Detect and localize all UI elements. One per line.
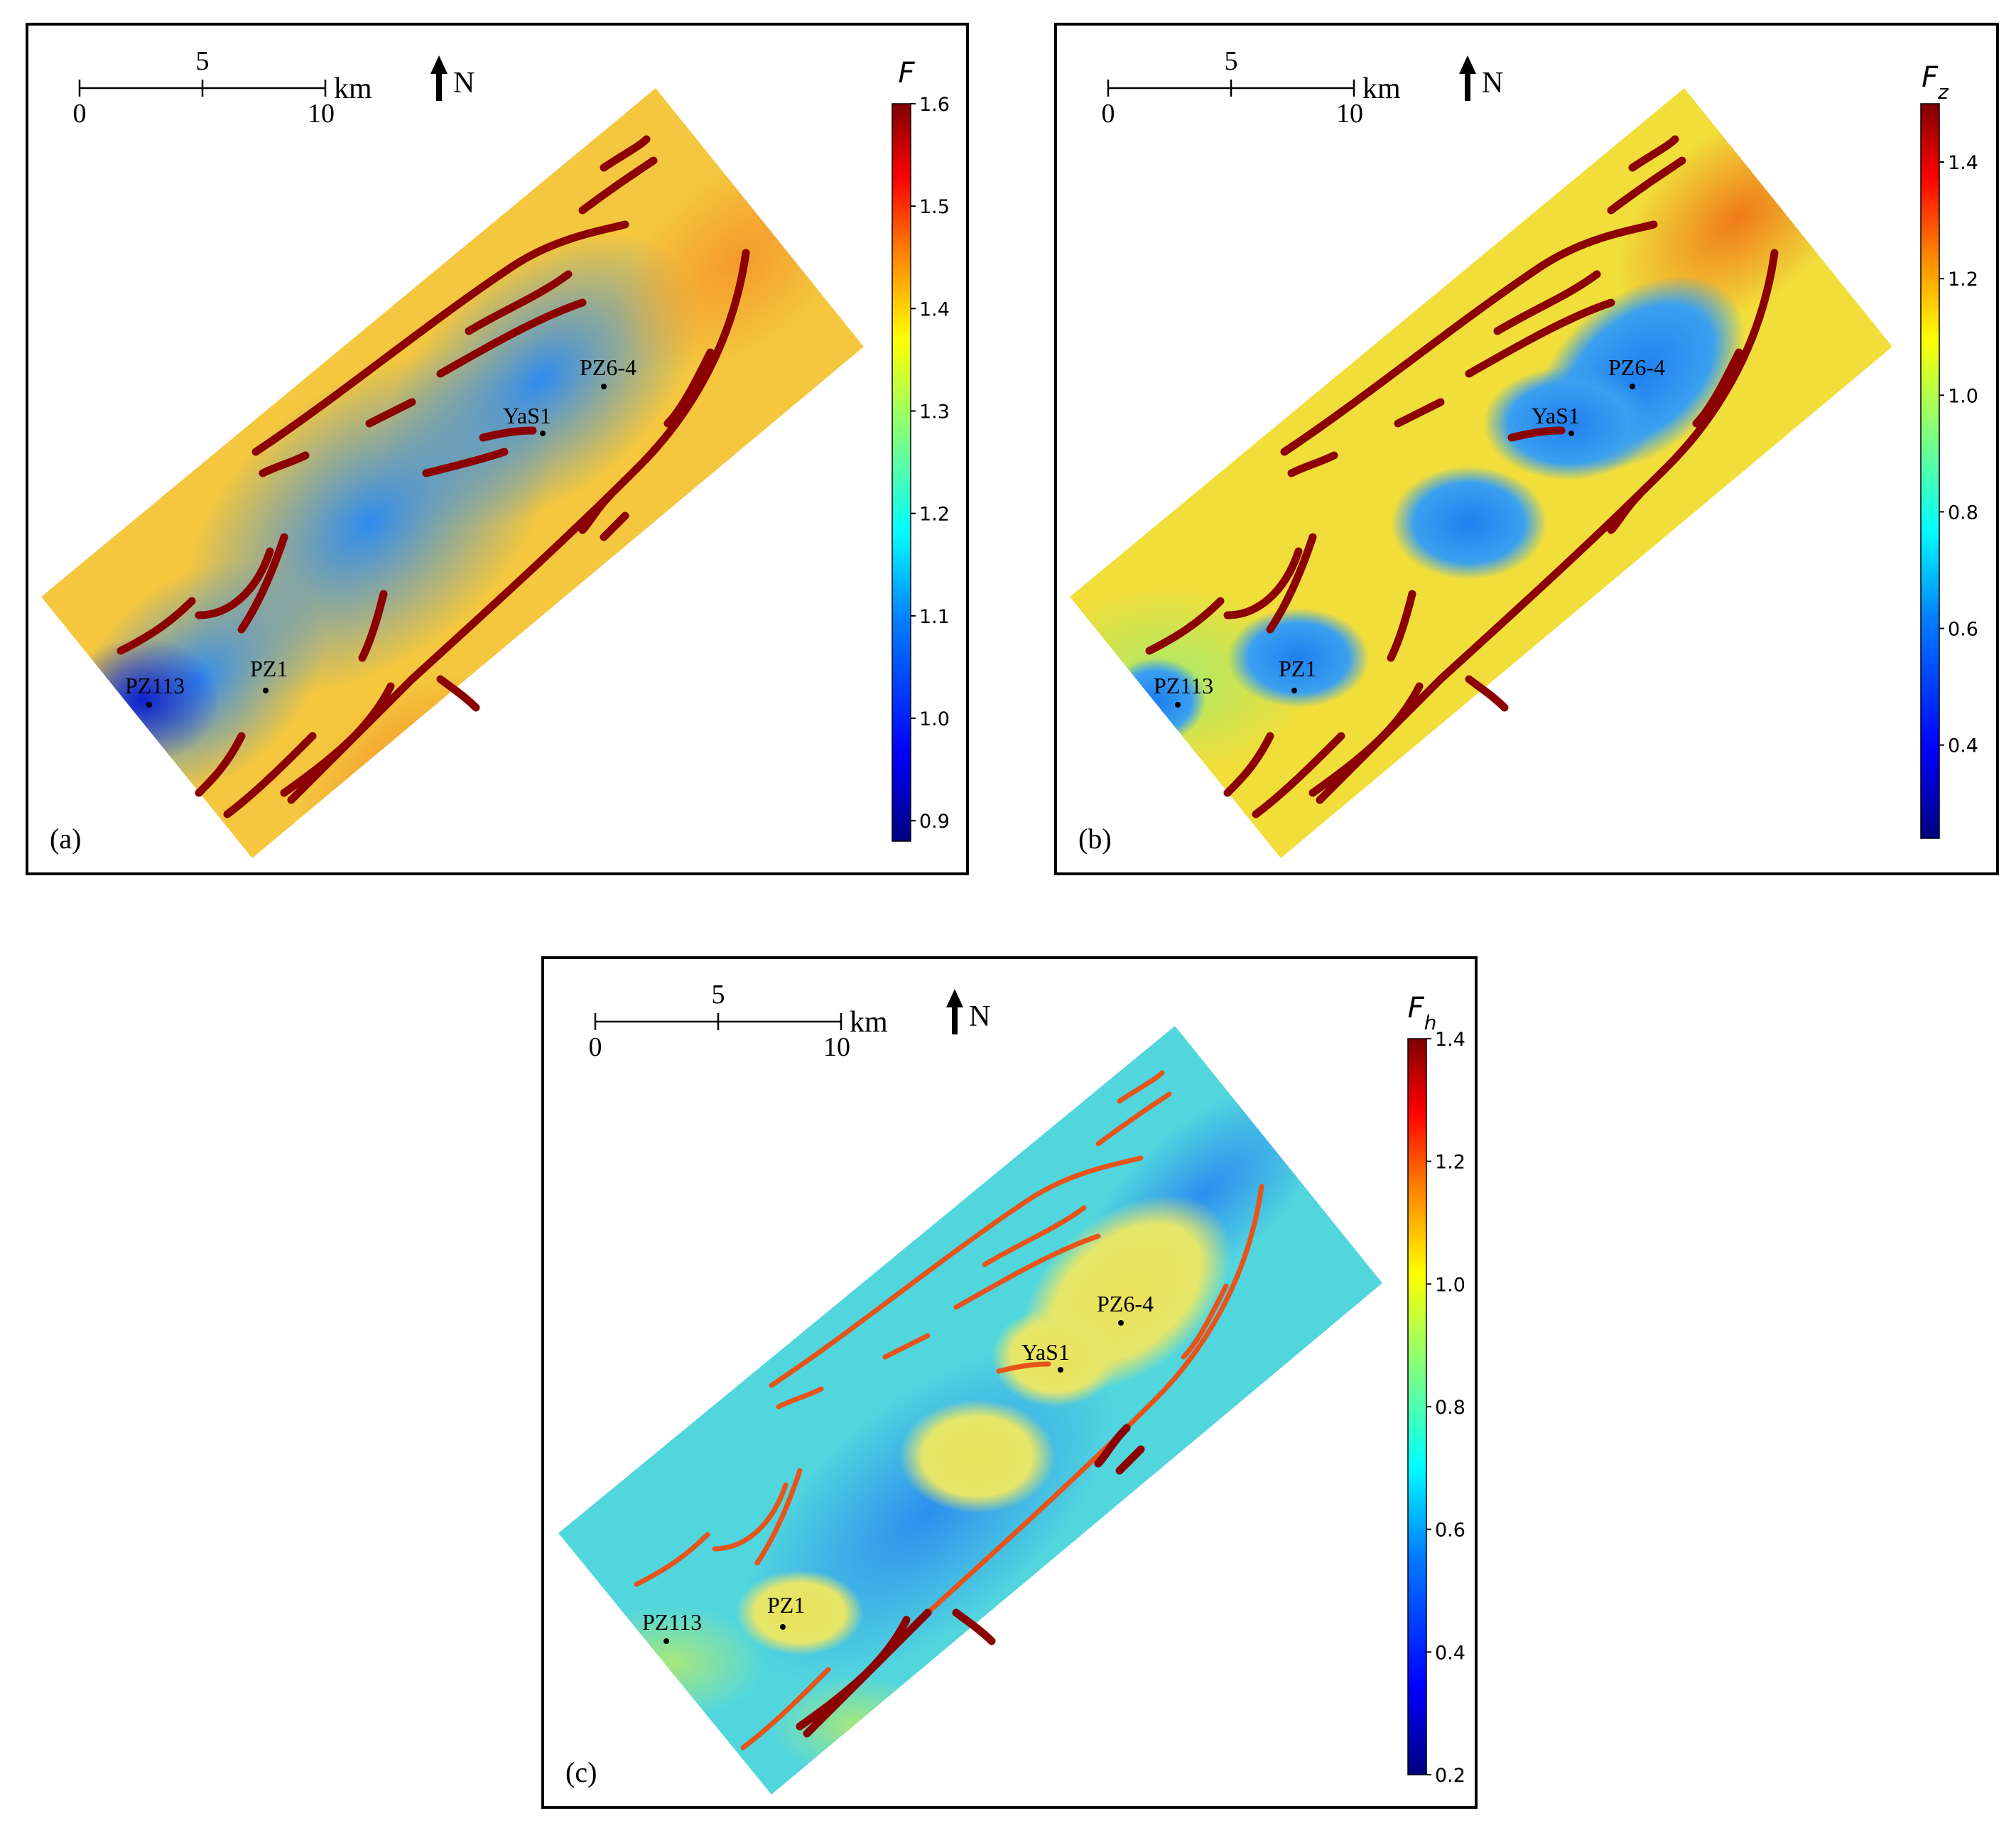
colorbar-tick-label: 0.9 (919, 811, 950, 833)
map-panel-c: 5 0 10 km N PZ6-4 YaS1 PZ1 PZ113 Fh 1.4 1… (541, 956, 1478, 1809)
fault-lines-c (634, 1070, 1264, 1751)
wells-c: PZ6-4 YaS1 PZ1 PZ113 (642, 1291, 1154, 1644)
colorbar-tick-label: 0.8 (1948, 502, 1978, 524)
colorbar-ticks-c: 1.4 1.2 1.0 0.8 0.6 0.4 0.2 (1426, 1029, 1465, 1787)
wells-b: PZ6-4 YaS1 PZ1 PZ113 (1154, 355, 1665, 708)
colorbar-ticks-a: 1.6 1.5 1.4 1.3 1.2 1.1 1.0 0.9 (911, 94, 950, 833)
scale-label-mid: 5 (712, 980, 725, 1010)
velocity-map-a (41, 88, 864, 858)
colorbar-tick-label: 0.6 (1948, 619, 1978, 641)
colorbar-title: Fz (1922, 61, 1949, 104)
scale-label-end: 10 (1336, 99, 1363, 129)
colorbar-tick-label: 1.2 (1948, 269, 1978, 291)
scale-unit: km (1362, 72, 1401, 105)
colorbar-tick-label: 1.4 (1435, 1029, 1465, 1051)
velocity-map-b (1070, 88, 1892, 858)
colorbar-tick-label: 1.0 (919, 708, 950, 730)
map-canvas-c: 5 0 10 km N PZ6-4 YaS1 PZ1 PZ113 Fh 1.41… (558, 980, 1465, 1795)
well-marker (1291, 688, 1297, 693)
well-label: PZ113 (125, 673, 185, 698)
colorbar-tick-label: 0.4 (1948, 735, 1978, 757)
well-marker (1568, 431, 1574, 436)
well-marker (601, 384, 607, 389)
scale-label-zero: 0 (73, 99, 87, 129)
well-marker (146, 702, 152, 708)
panel-label: (c) (565, 1756, 597, 1788)
well-label: YaS1 (1021, 1339, 1070, 1365)
fault-lines-b (1145, 135, 1779, 818)
fault-lines-a (116, 135, 750, 818)
well-label: PZ1 (1279, 656, 1316, 681)
colorbar-ticks-b: 1.4 1.2 1.0 0.8 0.6 0.4 (1939, 152, 1978, 757)
scale-label-zero: 0 (1102, 99, 1115, 129)
scale-unit: km (334, 72, 372, 105)
panel-label: (a) (50, 823, 81, 855)
colorbar-tick-label: 1.0 (1948, 385, 1978, 407)
well-marker (1175, 702, 1181, 708)
colorbar-tick-label: 0.4 (1435, 1642, 1465, 1664)
scale-bar-c (594, 1013, 842, 1030)
scale-label-mid: 5 (196, 46, 210, 76)
colorbar-b (1920, 103, 1940, 839)
colorbar-c (1407, 1038, 1427, 1775)
colorbar-tick-label: 1.3 (919, 401, 950, 423)
scale-bar-a (78, 80, 327, 97)
colorbar-title: Fh (1408, 992, 1437, 1034)
wells-a: PZ6-4 YaS1 PZ1 PZ113 (125, 355, 636, 708)
well-label: YaS1 (503, 403, 551, 428)
well-marker (1058, 1367, 1063, 1373)
well-marker (1118, 1320, 1124, 1326)
north-label: N (1482, 67, 1503, 99)
velocity-map-c (558, 1026, 1382, 1795)
colorbar-tick-label: 0.2 (1435, 1765, 1465, 1787)
scale-label-end: 10 (823, 1032, 850, 1062)
scale-label-mid: 5 (1225, 46, 1238, 76)
scale-bar-b (1107, 80, 1355, 97)
panel-label: (b) (1078, 823, 1112, 855)
colorbar-tick-label: 0.6 (1435, 1520, 1465, 1542)
well-marker (1630, 384, 1635, 389)
colorbar-tick-label: 1.2 (1435, 1152, 1465, 1174)
north-label: N (453, 67, 475, 99)
well-label: PZ6-4 (1608, 355, 1665, 380)
map-panel-b: 5 0 10 km N PZ6-4 YaS1 PZ1 PZ113 Fz 1.4 1… (1054, 23, 1999, 875)
map-panel-a: 5 0 10 km N PZ6-4 YaS1 PZ1 PZ113 F 1.6 1.… (26, 23, 969, 875)
well-label: PZ1 (250, 656, 288, 681)
well-marker (780, 1624, 786, 1630)
well-marker (263, 688, 269, 693)
colorbar-tick-label: 1.2 (919, 504, 950, 526)
well-label: PZ6-4 (580, 355, 636, 380)
well-label: YaS1 (1532, 403, 1580, 428)
colorbar-tick-label: 1.4 (1948, 152, 1978, 174)
scale-label-end: 10 (308, 99, 335, 129)
colorbar-tick-label: 1.4 (919, 298, 950, 320)
colorbar-a (892, 103, 911, 842)
colorbar-tick-label: 0.8 (1435, 1397, 1465, 1419)
map-canvas-b: 5 0 10 km N PZ6-4 YaS1 PZ1 PZ113 Fz 1.41… (1070, 46, 1978, 858)
map-canvas-a: 5 0 10 km N PZ6-4 YaS1 PZ1 PZ113 F 1.61.… (41, 46, 950, 858)
scale-label-zero: 0 (589, 1032, 602, 1062)
well-marker (663, 1638, 669, 1644)
colorbar-tick-label: 1.6 (919, 94, 950, 116)
well-label: PZ1 (767, 1592, 805, 1618)
colorbar-tick-label: 1.1 (919, 606, 950, 628)
scale-unit: km (850, 1006, 888, 1039)
well-label: PZ113 (1154, 673, 1213, 698)
colorbar-title: F (898, 57, 915, 90)
well-label: PZ6-4 (1097, 1291, 1154, 1316)
colorbar-tick-label: 1.5 (919, 196, 950, 218)
north-arrow-icon (946, 989, 963, 1034)
north-arrow-icon (430, 55, 448, 101)
colorbar-tick-label: 1.0 (1435, 1274, 1465, 1296)
well-marker (540, 431, 546, 436)
north-label: N (969, 1000, 990, 1033)
well-label: PZ113 (642, 1609, 702, 1635)
north-arrow-icon (1459, 55, 1476, 101)
